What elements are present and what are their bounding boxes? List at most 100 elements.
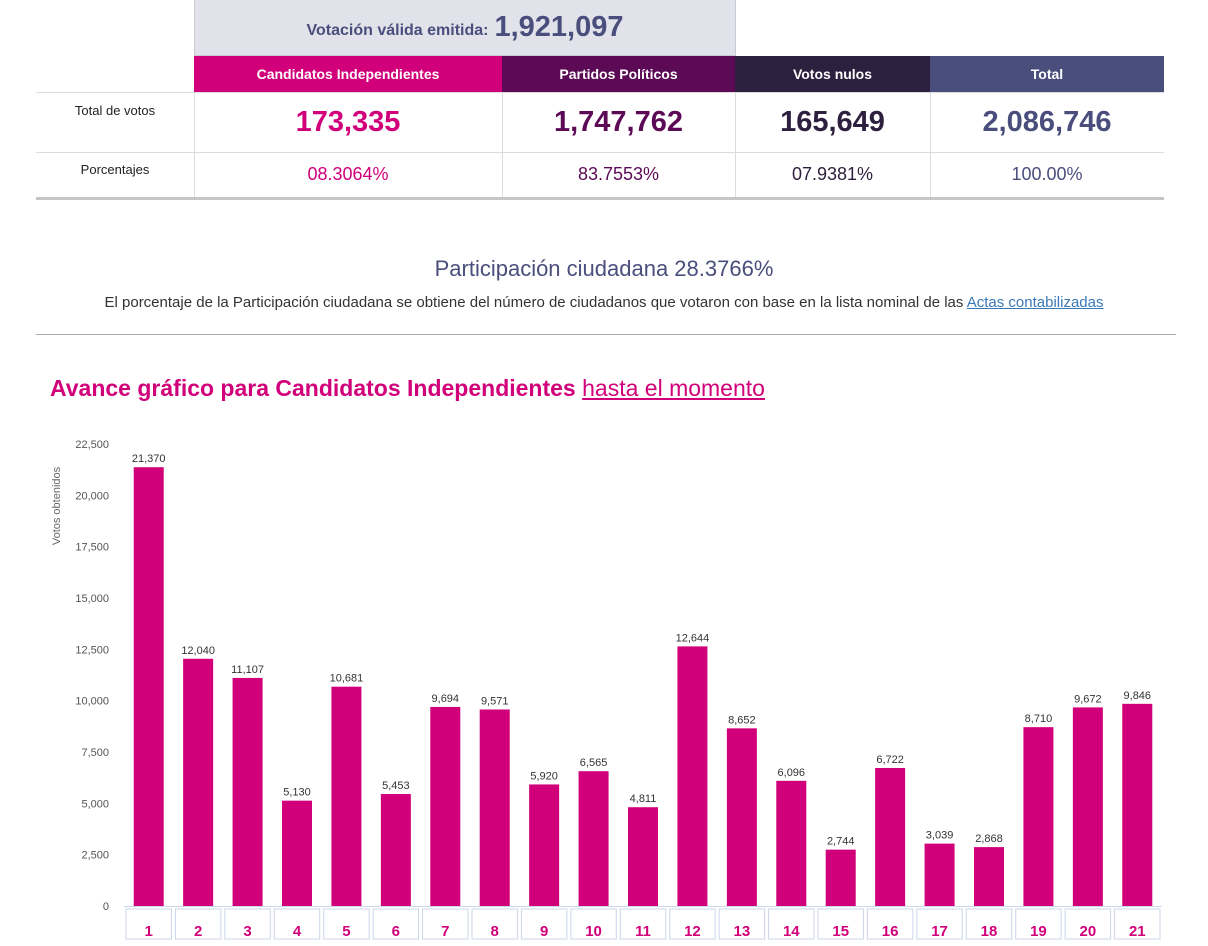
y-tick-label: 2,500 bbox=[81, 850, 109, 862]
category-box bbox=[471, 908, 518, 940]
actas-contabilizadas-link[interactable]: Actas contabilizadas bbox=[966, 294, 1104, 311]
x-tick-label: 11 bbox=[635, 923, 651, 940]
y-tick-label: 22,500 bbox=[75, 439, 109, 451]
bar-value-label: 9,672 bbox=[1074, 693, 1102, 705]
x-tick-label: 5 bbox=[342, 923, 350, 940]
bar bbox=[380, 794, 411, 906]
pct-total: 100.00% bbox=[1011, 164, 1083, 184]
bar bbox=[1072, 707, 1103, 906]
bar-value-label: 9,571 bbox=[481, 695, 509, 707]
valid-votes-box: Votación válida emitida: 1,921,097 bbox=[194, 0, 736, 56]
bar-value-label: 2,868 bbox=[975, 833, 1003, 845]
valid-votes-value: 1,921,097 bbox=[494, 11, 624, 43]
x-tick-label: 17 bbox=[931, 923, 948, 940]
section-divider bbox=[36, 334, 1176, 335]
y-tick-label: 15,000 bbox=[75, 593, 109, 605]
category-box bbox=[273, 908, 321, 940]
category-box bbox=[125, 908, 172, 940]
bar bbox=[776, 780, 807, 906]
bar bbox=[479, 709, 510, 906]
row-label-porcentajes: Porcentajes bbox=[80, 162, 150, 177]
table-divider bbox=[36, 92, 1164, 93]
total-independientes: 173,335 bbox=[295, 105, 401, 138]
x-tick-label: 21 bbox=[1129, 923, 1146, 940]
x-tick-label: 10 bbox=[585, 923, 602, 940]
x-tick-label: 18 bbox=[981, 923, 998, 940]
y-tick-label: 0 bbox=[103, 901, 109, 913]
category-box bbox=[570, 908, 617, 940]
bar-value-label: 8,652 bbox=[728, 714, 756, 726]
x-tick-label: 4 bbox=[293, 923, 302, 940]
bar-chart: 0 2,500 5,000 7,500 10,000 12,500 15,000 17,500… bbox=[51, 439, 1162, 940]
pct-nulos: 07.9381% bbox=[791, 164, 874, 184]
x-tick-label: 13 bbox=[734, 923, 751, 940]
bar bbox=[183, 658, 214, 906]
x-tick-label: 16 bbox=[882, 923, 899, 940]
bar bbox=[133, 467, 164, 906]
bar-value-label: 11,107 bbox=[231, 664, 264, 676]
category-box bbox=[520, 908, 568, 940]
category-box bbox=[669, 908, 716, 940]
table-column-divider bbox=[930, 92, 931, 197]
bar bbox=[282, 800, 312, 906]
bar bbox=[628, 807, 658, 906]
chart-heading: Avance gráfico para Candidatos Independi… bbox=[50, 375, 765, 402]
bar-value-label: 8,710 bbox=[1025, 713, 1053, 725]
category-box bbox=[916, 908, 963, 940]
x-tick-label: 8 bbox=[491, 923, 499, 940]
bar-value-label: 9,846 bbox=[1124, 690, 1152, 702]
category-box bbox=[718, 908, 766, 940]
header-independientes: Candidatos Independientes bbox=[194, 56, 502, 92]
row-label-total-votos: Total de votos bbox=[74, 103, 156, 118]
participation-title: Participación ciudadana 28.3766% bbox=[434, 256, 774, 281]
participation-note-text: El porcentaje de la Participación ciudad… bbox=[104, 294, 964, 311]
category-box bbox=[174, 908, 222, 940]
bar bbox=[232, 677, 263, 906]
bar bbox=[1122, 703, 1153, 906]
chart-heading-text: Avance gráfico para Candidatos Independi… bbox=[50, 375, 576, 401]
table-column-divider bbox=[502, 92, 503, 197]
bar-value-label: 2,744 bbox=[827, 836, 855, 848]
bar-value-label: 4,811 bbox=[630, 793, 657, 805]
category-box bbox=[965, 908, 1013, 940]
bar bbox=[1023, 727, 1054, 906]
bar-value-label: 5,920 bbox=[530, 770, 558, 782]
x-tick-label: 1 bbox=[145, 923, 153, 940]
bar-value-label: 3,039 bbox=[926, 830, 954, 842]
table-column-divider bbox=[735, 92, 736, 197]
y-tick-label: 10,000 bbox=[75, 696, 109, 708]
bar bbox=[825, 849, 856, 906]
category-box bbox=[224, 908, 271, 940]
bar-value-label: 21,370 bbox=[132, 453, 166, 465]
bar-value-label: 10,681 bbox=[330, 673, 364, 685]
x-tick-label: 19 bbox=[1030, 923, 1047, 940]
valid-votes-label: Votación válida emitida: bbox=[306, 21, 489, 39]
bar-value-label: 6,565 bbox=[580, 757, 608, 769]
y-axis-title: Votos obtenidos bbox=[51, 466, 63, 545]
category-box bbox=[1015, 908, 1062, 940]
bar bbox=[331, 686, 362, 906]
participation-note: El porcentaje de la Participación ciudad… bbox=[0, 294, 1208, 311]
category-box bbox=[1064, 908, 1112, 940]
bar-value-label: 6,096 bbox=[778, 767, 806, 779]
bar bbox=[430, 706, 461, 906]
pct-independientes: 08.3064% bbox=[307, 164, 389, 184]
bar bbox=[529, 784, 560, 906]
category-box bbox=[372, 908, 420, 940]
bar-value-label: 6,722 bbox=[876, 754, 904, 766]
bar-value-label: 5,453 bbox=[382, 780, 410, 792]
bar-value-label: 12,644 bbox=[676, 632, 710, 644]
x-tick-label: 20 bbox=[1080, 923, 1097, 940]
bar-value-label: 12,040 bbox=[181, 645, 215, 657]
category-box bbox=[1114, 908, 1161, 940]
category-box bbox=[817, 908, 864, 940]
table-bottom-border bbox=[36, 197, 1164, 200]
y-tick-label: 7,500 bbox=[81, 747, 109, 759]
pct-partidos: 83.7553% bbox=[577, 164, 660, 184]
chart-heading-link[interactable]: hasta el momento bbox=[582, 375, 765, 401]
y-tick-label: 20,000 bbox=[75, 490, 109, 502]
y-tick-label: 12,500 bbox=[75, 644, 109, 656]
category-box bbox=[866, 908, 914, 940]
x-tick-label: 14 bbox=[783, 923, 800, 940]
x-tick-label: 9 bbox=[540, 923, 548, 940]
